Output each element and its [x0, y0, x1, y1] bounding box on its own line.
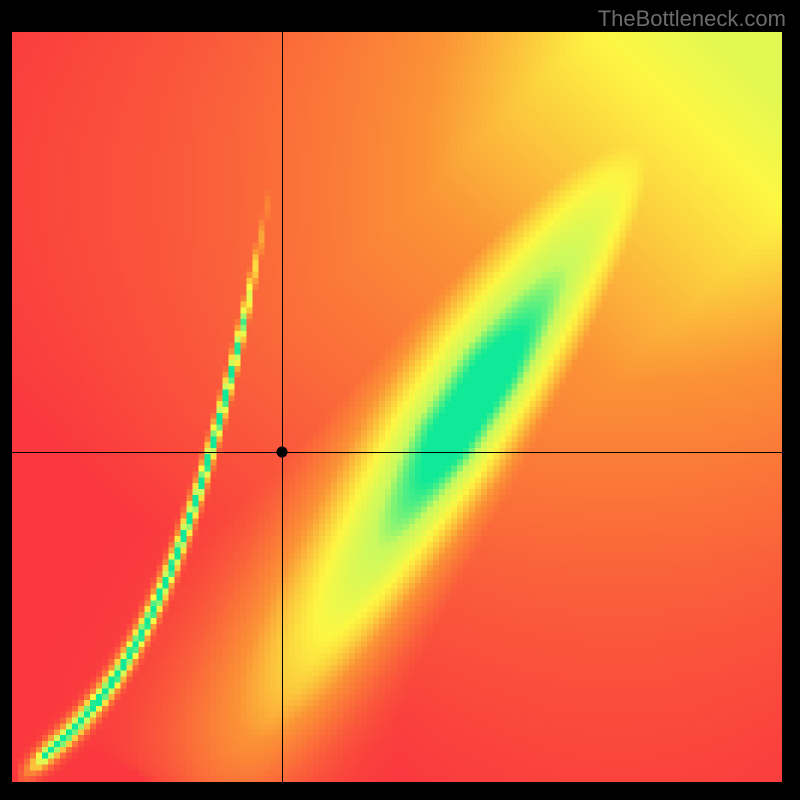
chart-container: TheBottleneck.com	[0, 0, 800, 800]
crosshair-marker	[276, 447, 287, 458]
watermark-text: TheBottleneck.com	[598, 6, 786, 32]
crosshair-horizontal	[12, 452, 782, 453]
heatmap-canvas	[12, 32, 782, 782]
heatmap-plot	[12, 32, 782, 782]
crosshair-vertical	[282, 32, 283, 782]
